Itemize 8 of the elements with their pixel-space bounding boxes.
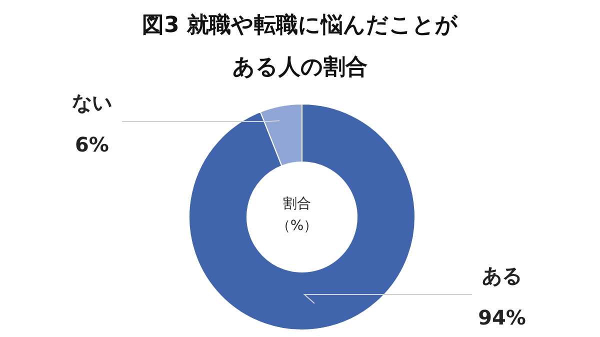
text: 割合: [283, 196, 311, 212]
text: （%）: [276, 218, 318, 234]
data-label: 94%: [478, 305, 526, 330]
chart-title: 図3 就職や転職に悩んだことがある人の割合: [142, 13, 458, 80]
slice-label: ない: [72, 90, 112, 115]
data-label: 6%: [75, 132, 109, 157]
donut-slice: [188, 104, 416, 330]
slice-label: ある: [482, 263, 522, 288]
